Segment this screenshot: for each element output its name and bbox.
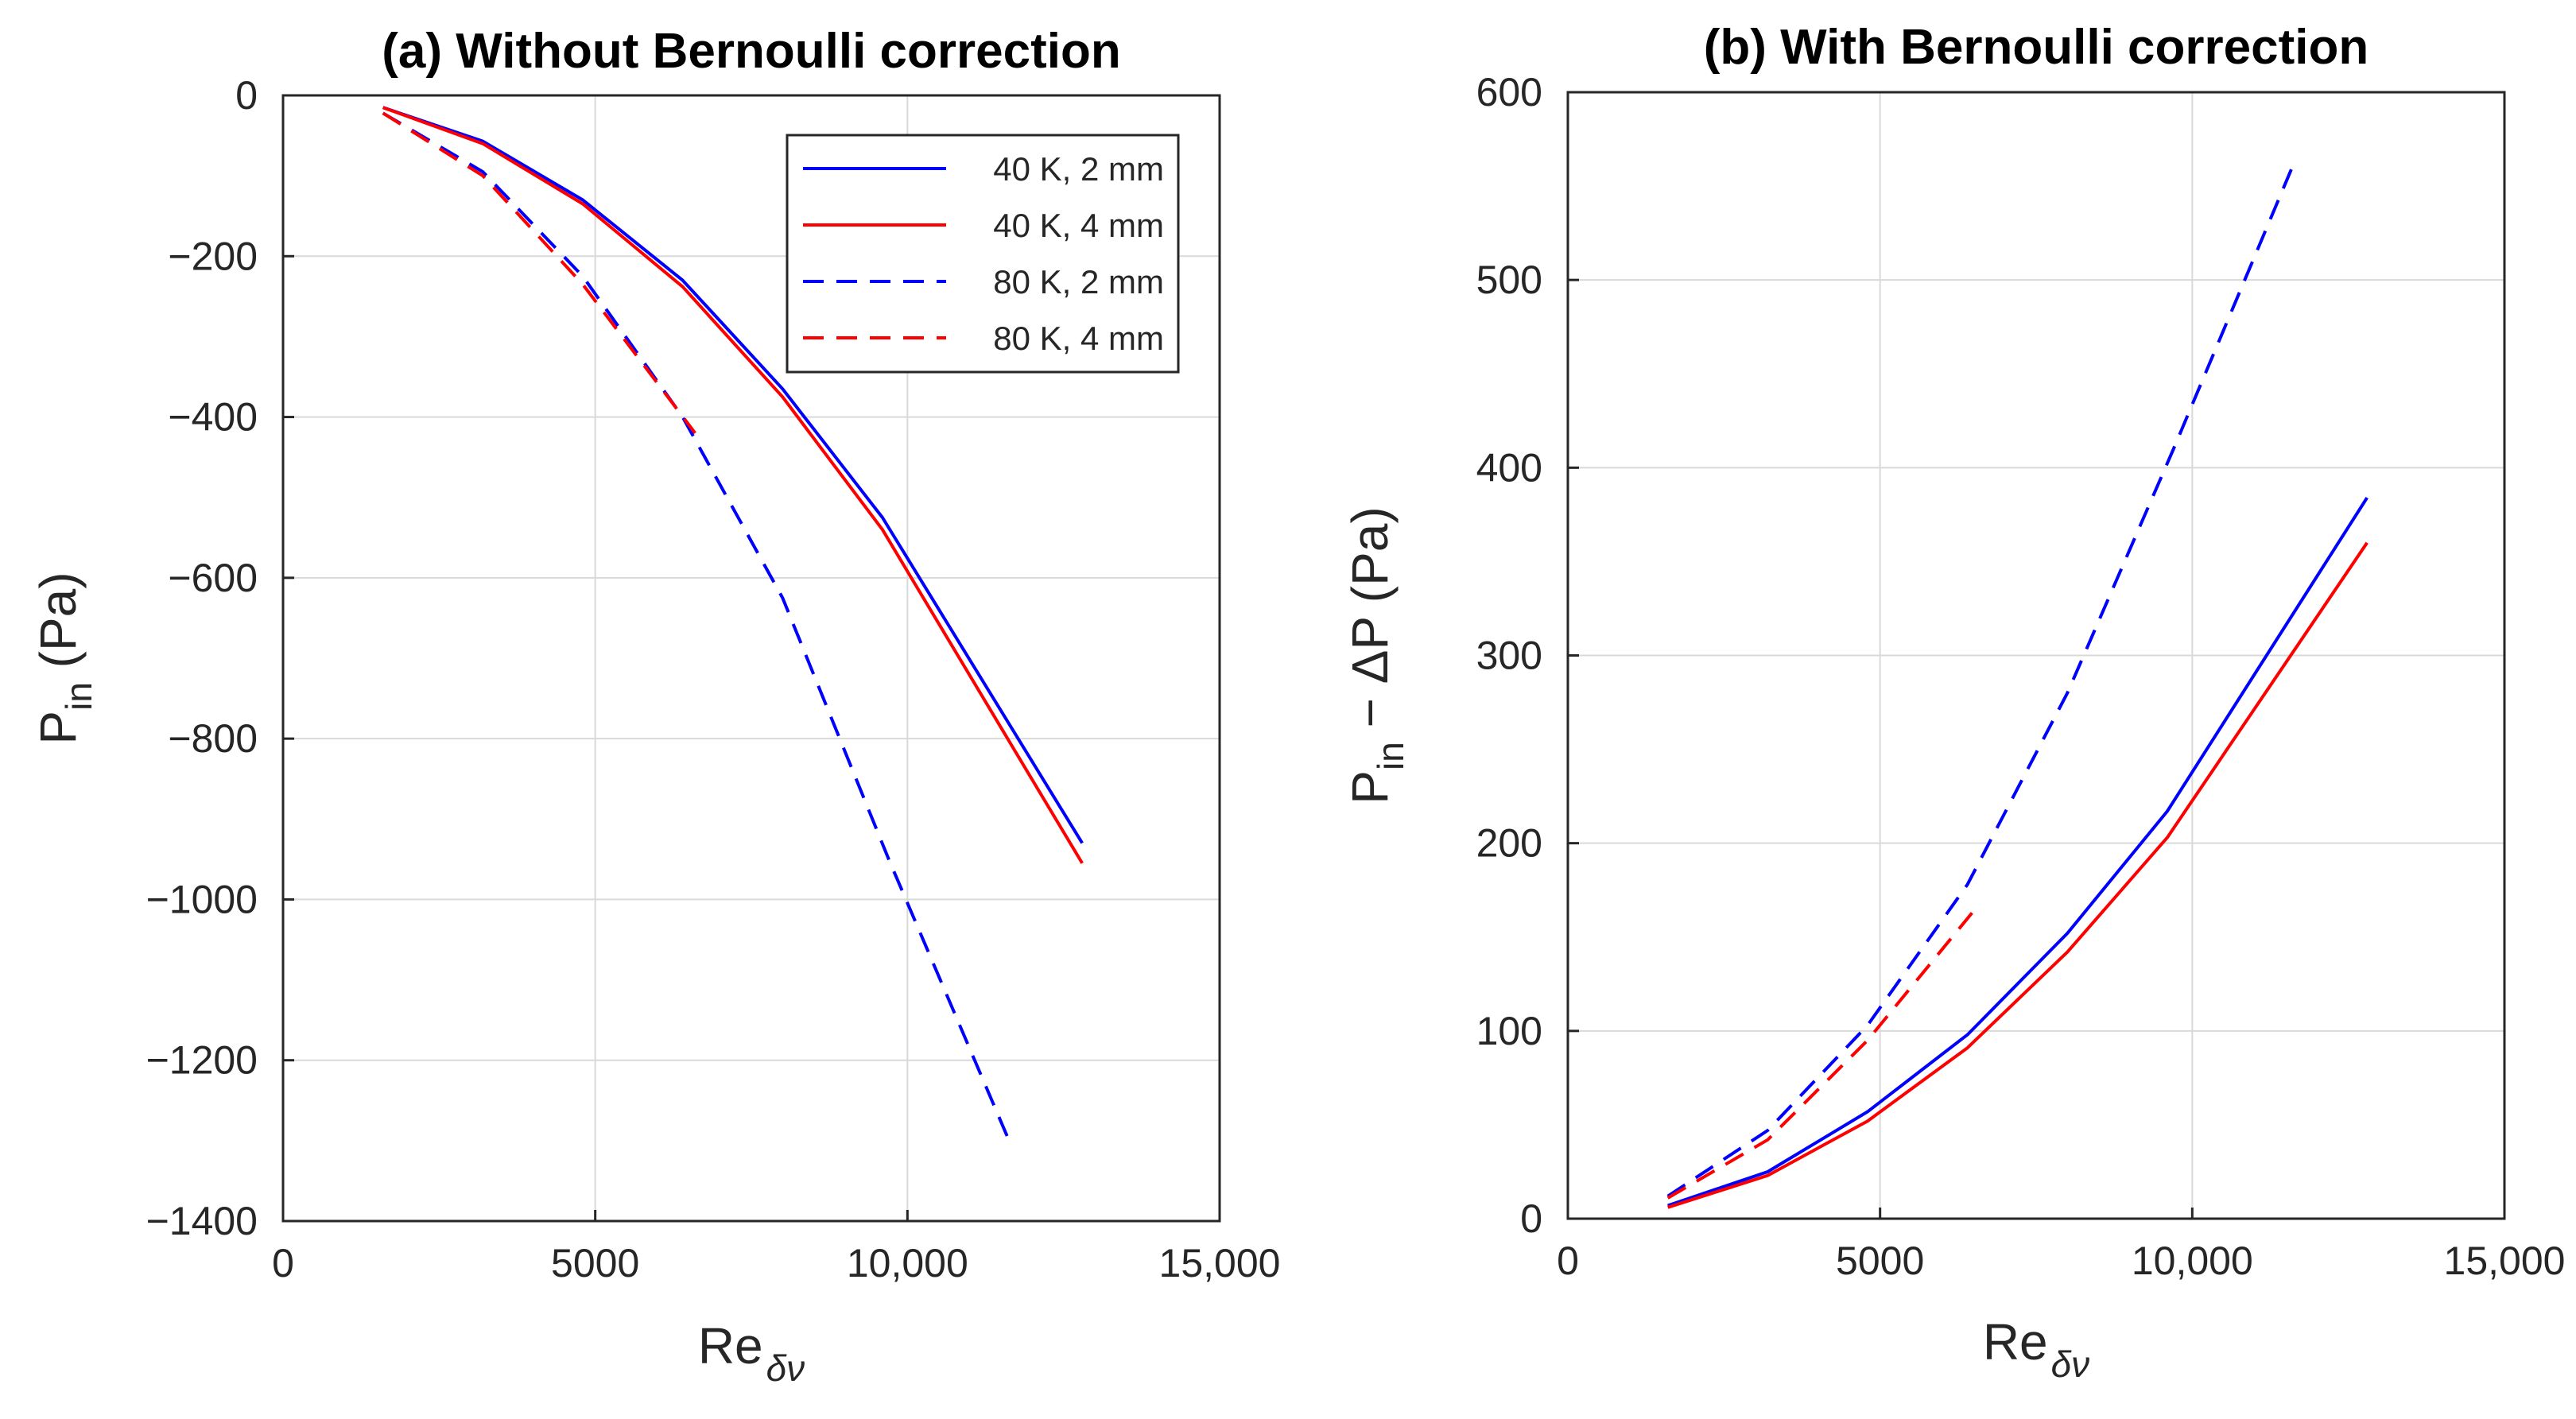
y-label-suffix: − ΔP (Pa) <box>1341 506 1399 742</box>
y-tick-label: 300 <box>1476 634 1542 678</box>
y-axis-label: Pin (Pa) <box>29 572 99 744</box>
series-line-4 <box>382 111 696 435</box>
y-tick-label: −1000 <box>146 877 258 921</box>
x-label-sub: δν <box>2051 1343 2090 1385</box>
y-tick-label: 600 <box>1476 70 1542 114</box>
series-line-2 <box>1667 541 2368 1209</box>
x-label-main: Re <box>1983 1313 2048 1371</box>
axis-ticks: 0 5000 10,000 15,000 0 −200 −400 −600 −800 −1000 −… <box>146 73 1281 1285</box>
plot-frame <box>281 94 1221 1223</box>
x-tick-label: 15,000 <box>1159 1241 1281 1285</box>
y-tick-label: −600 <box>168 556 258 600</box>
y-tick-label: 400 <box>1476 445 1542 490</box>
y-tick-label: −800 <box>168 716 258 761</box>
y-tick-label: 0 <box>1520 1196 1542 1241</box>
series-lines <box>382 106 1084 1138</box>
series-lines <box>1666 166 2368 1209</box>
chart-panel-b: 0 5000 10,000 15,000 0 100 200 300 400 500 600 (b)… <box>1341 20 2565 1385</box>
y-label-sub: in <box>58 682 99 711</box>
y-tick-label: −400 <box>168 395 258 440</box>
legend-label: 80 K, 4 mm <box>993 320 1164 357</box>
x-tick-label: 0 <box>1557 1239 1579 1283</box>
y-label-main: P <box>1341 770 1399 804</box>
series-line-4 <box>1666 901 1981 1200</box>
series-line-2 <box>382 106 1084 864</box>
grid-lines <box>1567 91 2505 1219</box>
legend: 40 K, 2 mm 40 K, 4 mm 80 K, 2 mm 80 K, 4 mm <box>786 134 1180 374</box>
y-label-sub: in <box>1370 742 1411 770</box>
y-tick-label: −200 <box>168 234 258 278</box>
y-tick-label: 100 <box>1476 1009 1542 1053</box>
x-tick-label: 5000 <box>1836 1239 1924 1283</box>
y-tick-label: −1200 <box>146 1038 258 1083</box>
y-tick-label: −1400 <box>146 1199 258 1243</box>
series-line-1 <box>1667 497 2368 1208</box>
series-line-3 <box>1666 166 2294 1198</box>
y-label-suffix: (Pa) <box>29 572 87 682</box>
legend-label: 80 K, 2 mm <box>993 263 1164 300</box>
series-line-3 <box>382 111 1009 1138</box>
chart-title: (a) Without Bernoulli correction <box>382 24 1120 79</box>
x-label-sub: δν <box>766 1347 805 1389</box>
x-axis-label: Reδν <box>698 1317 805 1389</box>
chart-panel-a: 0 5000 10,000 15,000 0 −200 −400 −600 −800 −1000 −… <box>29 24 1280 1389</box>
chart-title: (b) With Bernoulli correction <box>1704 20 2368 75</box>
x-tick-label: 15,000 <box>2444 1239 2566 1283</box>
x-label-main: Re <box>698 1317 763 1374</box>
y-axis-label: Pin − ΔP (Pa) <box>1341 506 1411 804</box>
y-tick-label: 500 <box>1476 258 1542 302</box>
axis-ticks: 0 5000 10,000 15,000 0 100 200 300 400 500 600 <box>1476 70 2566 1283</box>
legend-label: 40 K, 2 mm <box>993 150 1164 188</box>
y-label-main: P <box>29 711 87 745</box>
legend-label: 40 K, 4 mm <box>993 207 1164 244</box>
series-line-1 <box>382 106 1084 844</box>
x-tick-label: 5000 <box>551 1241 639 1285</box>
x-tick-label: 10,000 <box>2132 1239 2253 1283</box>
y-tick-label: 200 <box>1476 821 1542 866</box>
x-axis-label: Reδν <box>1983 1313 2089 1385</box>
legend-box <box>786 134 1180 374</box>
x-tick-label: 10,000 <box>847 1241 968 1285</box>
x-tick-label: 0 <box>272 1241 294 1285</box>
y-tick-label: 0 <box>235 73 258 118</box>
